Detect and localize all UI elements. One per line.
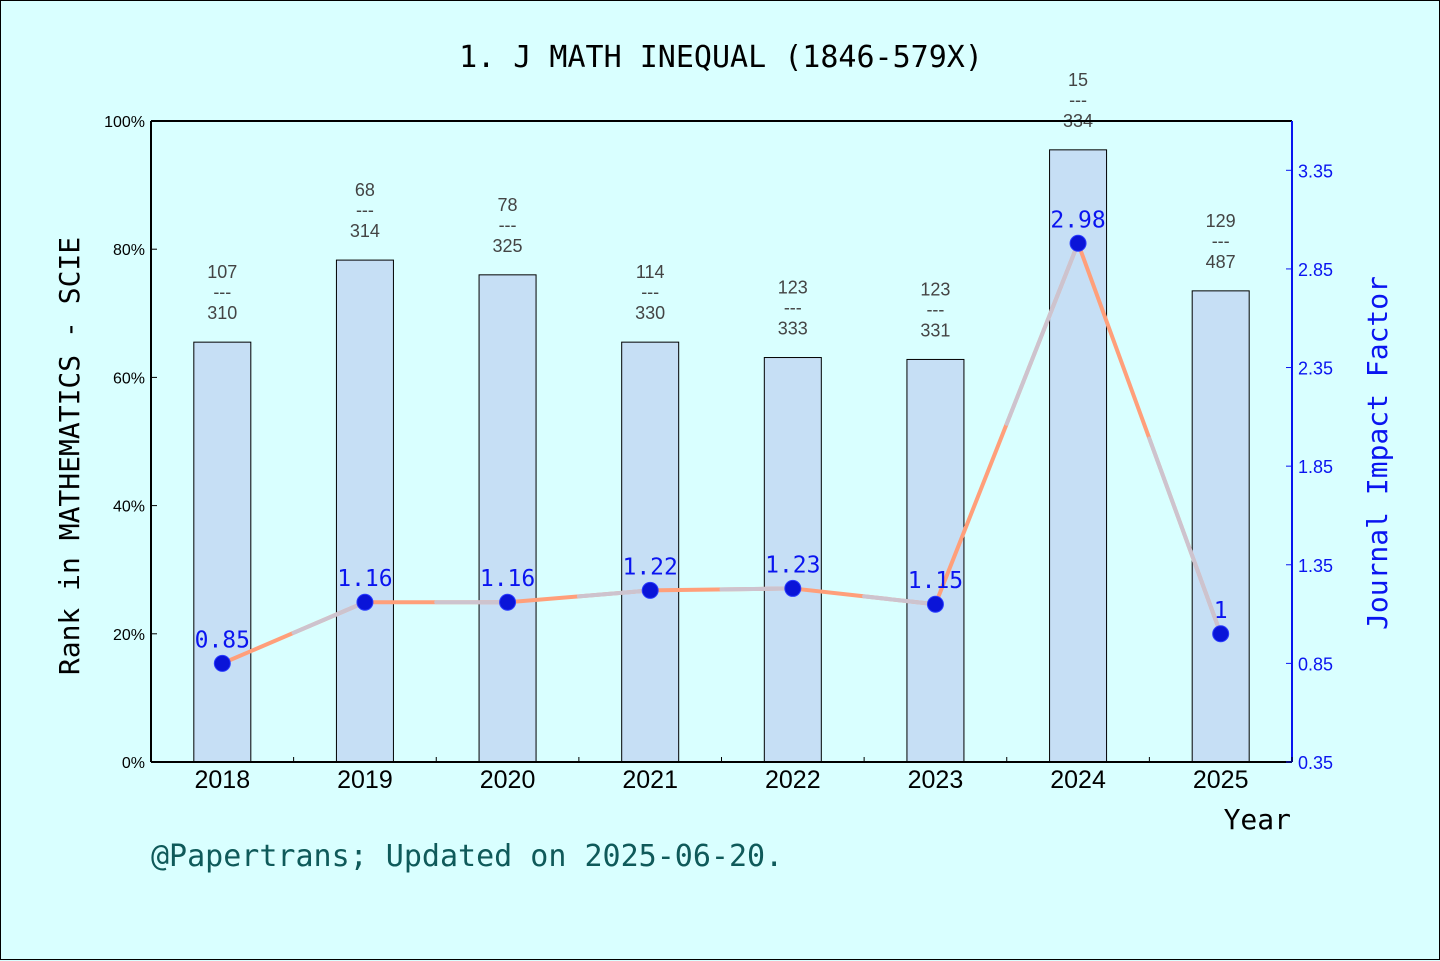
jif-line-shade-2024 <box>1147 436 1223 636</box>
jif-value-label-2025: 1 <box>1214 598 1228 624</box>
y-right-tick-label: 0.35 <box>1298 753 1333 773</box>
rank-separator-2024: --- <box>1069 90 1087 110</box>
rank-separator-2018: --- <box>213 282 231 302</box>
rank-label-2022: 123 <box>778 278 808 298</box>
y-right-tick-label: 1.85 <box>1298 457 1333 477</box>
y-left-tick-label: 80% <box>113 242 145 259</box>
rank-separator-2021: --- <box>641 282 659 302</box>
jif-point-2020 <box>499 593 517 611</box>
x-axis-label: Year <box>1224 803 1291 836</box>
rank-bar-2020 <box>478 274 537 763</box>
rank-total-2018: 310 <box>207 303 237 323</box>
jif-point-2018 <box>213 654 231 672</box>
jif-value-label-2023: 1.15 <box>908 568 963 594</box>
jif-point-2019 <box>356 593 374 611</box>
plot-area: 107---31068---31478---325114---330123---… <box>104 70 1333 794</box>
rank-total-2019: 314 <box>350 221 380 241</box>
jif-line-shade-2021 <box>719 586 795 592</box>
rank-label-2023: 123 <box>920 279 950 299</box>
rank-separator-2020: --- <box>499 215 517 235</box>
jif-line-shade-2020 <box>576 588 653 599</box>
jif-point-2022 <box>784 579 802 597</box>
y-left-tick-label: 100% <box>104 114 145 131</box>
jif-value-label-2021: 1.22 <box>622 554 677 580</box>
jif-point-2025 <box>1212 625 1230 643</box>
rank-bar-2023 <box>906 358 965 763</box>
jif-line-shade-2023 <box>1004 241 1081 426</box>
rank-label-2020: 78 <box>498 195 518 215</box>
rank-total-2023: 331 <box>920 320 950 340</box>
y-right-tick-label: 3.35 <box>1298 161 1333 181</box>
jif-point-2021 <box>641 581 659 599</box>
rank-separator-2025: --- <box>1212 231 1230 251</box>
chart-title: 1. J MATH INEQUAL (1846-579X) <box>459 40 983 75</box>
rank-bar-2018 <box>193 341 252 763</box>
y-right-tick-label: 1.35 <box>1298 556 1333 576</box>
rank-bar-2021 <box>621 341 680 763</box>
x-tick-label-2019: 2019 <box>337 766 393 794</box>
y-right-tick-label: 0.85 <box>1298 654 1333 674</box>
jif-point-2023 <box>926 595 944 613</box>
rank-separator-2022: --- <box>784 298 802 318</box>
rank-label-2019: 68 <box>355 180 375 200</box>
jif-value-label-2024: 2.98 <box>1050 207 1105 233</box>
jif-value-label-2022: 1.23 <box>765 552 820 578</box>
rank-bar-2019 <box>335 259 394 763</box>
rank-label-2024: 15 <box>1068 70 1088 90</box>
jif-value-label-2018: 0.85 <box>195 627 250 653</box>
jif-value-label-2020: 1.16 <box>480 566 535 592</box>
y-left-tick-label: 40% <box>113 499 145 516</box>
rank-total-2025: 487 <box>1206 252 1236 272</box>
y-axis-left-label: Rank in MATHEMATICS - SCIE <box>53 237 86 675</box>
rank-separator-2019: --- <box>356 200 374 220</box>
rank-label-2018: 107 <box>207 262 237 282</box>
rank-total-2021: 330 <box>635 303 665 323</box>
y-left-tick-label: 0% <box>122 755 145 772</box>
rank-total-2022: 333 <box>778 319 808 339</box>
rank-bar-2024 <box>1049 149 1108 763</box>
x-tick-label-2020: 2020 <box>480 766 536 794</box>
rank-bar-2025 <box>1191 290 1250 763</box>
rank-label-2021: 114 <box>636 262 665 282</box>
jif-line-shade-2022 <box>862 594 938 607</box>
x-tick-label-2023: 2023 <box>908 766 964 794</box>
y-right-tick-label: 2.35 <box>1298 359 1333 379</box>
jif-value-label-2019: 1.16 <box>337 566 392 592</box>
rank-bar-2022 <box>763 357 822 763</box>
rank-separator-2023: --- <box>926 299 944 319</box>
jif-line-shade-2018 <box>291 600 367 635</box>
y-left-tick-label: 60% <box>113 370 145 387</box>
y-right-tick-label: 2.85 <box>1298 260 1333 280</box>
footer-credit: @Papertrans; Updated on 2025-06-20. <box>151 839 783 874</box>
rank-label-2025: 129 <box>1206 211 1236 231</box>
x-tick-label-2024: 2024 <box>1050 766 1106 794</box>
x-tick-label-2025: 2025 <box>1193 766 1249 794</box>
y-axis-right-label: Journal Impact Factor <box>1361 276 1394 630</box>
x-tick-label-2022: 2022 <box>765 766 821 794</box>
y-left-tick-label: 20% <box>113 627 145 644</box>
jif-point-2024 <box>1069 234 1087 252</box>
x-tick-label-2021: 2021 <box>622 766 678 794</box>
x-tick-label-2018: 2018 <box>195 766 251 794</box>
rank-total-2020: 325 <box>493 236 523 256</box>
